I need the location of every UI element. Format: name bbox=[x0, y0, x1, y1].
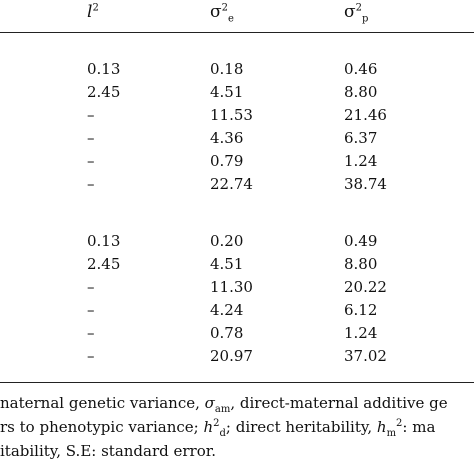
footnote-line-2: rs to phenotypic variance; h2d; direct h… bbox=[0, 418, 435, 439]
header-sigma-p-sup: 2 bbox=[355, 2, 362, 14]
footnote-sigma-sub: am bbox=[214, 404, 231, 415]
table-cell: 4.24 bbox=[210, 301, 244, 319]
table-cell: 37.02 bbox=[344, 347, 387, 365]
table-cell: 1.24 bbox=[344, 152, 378, 170]
table-cell: – bbox=[87, 347, 95, 365]
table-cell: 38.74 bbox=[344, 175, 387, 193]
table-cell: 0.13 bbox=[87, 60, 121, 78]
footnote-h-symbol: h bbox=[203, 418, 214, 436]
footnote-line2-text-b: ; direct heritability, bbox=[225, 418, 377, 436]
table-cell: 0.13 bbox=[87, 232, 121, 250]
table-cell: 8.80 bbox=[344, 255, 378, 273]
bottom-rule bbox=[0, 382, 474, 383]
header-sigma-e-sup: 2 bbox=[221, 2, 228, 14]
table-cell: 0.20 bbox=[210, 232, 244, 250]
table-cell: – bbox=[87, 278, 95, 296]
header-sigma-p-sub: p bbox=[361, 13, 369, 25]
table-cell: 1.24 bbox=[344, 324, 378, 342]
table-cell: 21.46 bbox=[344, 106, 387, 124]
header-l-symbol: l bbox=[87, 2, 93, 22]
header-l-sup: 2 bbox=[92, 2, 99, 14]
footnote-line2-text-c: : ma bbox=[402, 418, 436, 436]
footnote-line-3: itability, S.E: standard error. bbox=[0, 442, 216, 460]
table-cell: 20.97 bbox=[210, 347, 253, 365]
header-sigma-p-symbol: σ bbox=[344, 2, 356, 22]
header-sigma-e-sub: e bbox=[227, 13, 234, 25]
table-cell: 0.79 bbox=[210, 152, 244, 170]
table-cell: – bbox=[87, 175, 95, 193]
table-cell: 4.51 bbox=[210, 255, 244, 273]
table-cell: 6.37 bbox=[344, 129, 378, 147]
footnote-line-1: naternal genetic variance, σam, direct-m… bbox=[0, 394, 448, 415]
footnote-sigma-symbol: σ bbox=[204, 394, 215, 412]
header-l2: l2 bbox=[87, 2, 99, 22]
table-cell: 22.74 bbox=[210, 175, 253, 193]
table-cell: 20.22 bbox=[344, 278, 387, 296]
table-cell: 2.45 bbox=[87, 255, 121, 273]
table-cell: 2.45 bbox=[87, 83, 121, 101]
table-cell: – bbox=[87, 324, 95, 342]
table-cell: 4.51 bbox=[210, 83, 244, 101]
table-cell: 0.18 bbox=[210, 60, 244, 78]
table-cell: 11.53 bbox=[210, 106, 253, 124]
table-cell: 0.78 bbox=[210, 324, 244, 342]
footnote-line3-text: itability, S.E: standard error. bbox=[0, 442, 217, 460]
table-cell: – bbox=[87, 106, 95, 124]
footnote-hm-symbol: h bbox=[376, 418, 387, 436]
table-cell: 0.46 bbox=[344, 60, 378, 78]
footnote-line1-text-b: , direct-maternal additive ge bbox=[230, 394, 448, 412]
footnote-line1-text-a: naternal genetic variance, bbox=[0, 394, 205, 412]
table-cell: 8.80 bbox=[344, 83, 378, 101]
footnote-h-sup: 2 bbox=[213, 418, 220, 429]
footnote-h-sub: d bbox=[219, 428, 226, 439]
table-cell: 4.36 bbox=[210, 129, 244, 147]
table-cell: 6.12 bbox=[344, 301, 378, 319]
footnote-hm-sub: m bbox=[386, 428, 397, 439]
footnote-hm-sup: 2 bbox=[396, 418, 403, 429]
table-cell: 0.49 bbox=[344, 232, 378, 250]
header-sigma-e-symbol: σ bbox=[210, 2, 222, 22]
table-cell: 11.30 bbox=[210, 278, 253, 296]
header-sigma-p: σ2p bbox=[344, 2, 368, 24]
table-cell: – bbox=[87, 301, 95, 319]
table-cell: – bbox=[87, 129, 95, 147]
footnote-line2-text-a: rs to phenotypic variance; bbox=[0, 418, 204, 436]
header-sigma-e: σ2e bbox=[210, 2, 234, 24]
table-cell: – bbox=[87, 152, 95, 170]
header-rule bbox=[0, 32, 474, 33]
